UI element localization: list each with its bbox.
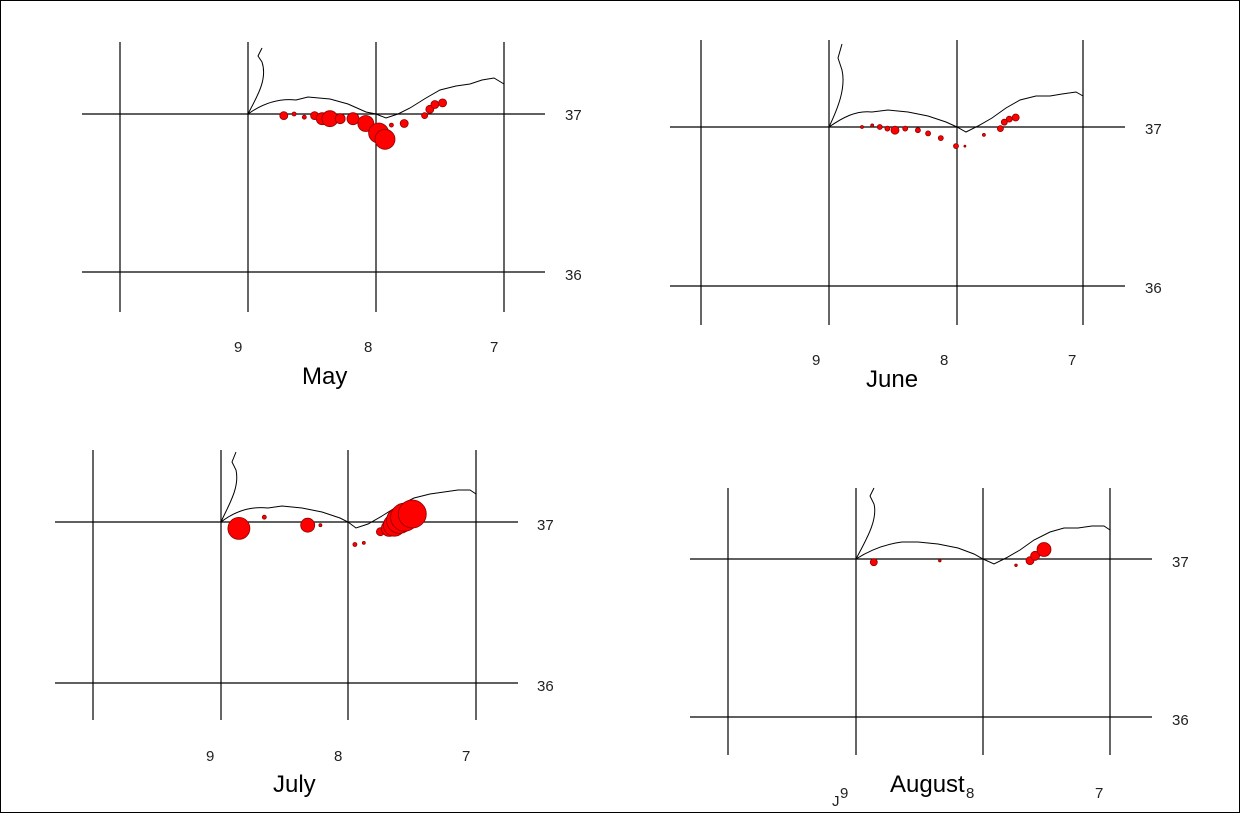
occurrence-point <box>430 100 440 109</box>
panel-august: 37 36 9 8 7 J August <box>690 487 1189 810</box>
panel-july: 37 36 9 8 7 July <box>55 450 554 798</box>
occurrence-points <box>860 113 1020 150</box>
occurrence-point <box>1000 118 1008 126</box>
graticule <box>670 40 1125 325</box>
occurrence-point <box>388 122 394 128</box>
occurrence-point <box>279 111 289 120</box>
graticule <box>82 42 545 312</box>
occurrence-point <box>227 517 251 540</box>
lon-label-9: 9 <box>206 748 214 765</box>
lat-label-36: 36 <box>1145 280 1162 297</box>
month-title: May <box>302 363 347 390</box>
panel-june: 37 36 9 8 7 June <box>670 40 1162 393</box>
occurrence-point <box>301 114 307 120</box>
occurrence-point <box>869 558 878 567</box>
occurrence-point <box>1036 542 1052 557</box>
occurrence-point <box>374 128 396 150</box>
occurrence-point <box>1005 115 1013 123</box>
occurrence-point <box>963 144 967 148</box>
occurrence-points <box>279 98 448 150</box>
occurrence-point <box>346 112 360 126</box>
occurrence-point <box>938 558 942 563</box>
lon-label-7: 7 <box>462 748 470 765</box>
lat-label-36: 36 <box>1172 712 1189 729</box>
occurrence-point <box>982 132 986 137</box>
occurrence-point <box>421 112 429 119</box>
occurrence-point <box>300 517 316 533</box>
lon-label-7: 7 <box>1095 785 1103 802</box>
occurrence-point <box>1030 550 1040 561</box>
graticule <box>55 450 518 720</box>
lon-label-8: 8 <box>940 352 948 369</box>
occurrence-point <box>1011 113 1020 122</box>
occurrence-point <box>399 119 409 128</box>
lat-label-37: 37 <box>565 107 582 124</box>
occurrence-point <box>291 111 297 117</box>
occurrence-point <box>397 499 427 529</box>
panel-may: 37 36 9 8 7 May <box>82 42 582 390</box>
occurrence-point <box>953 143 959 150</box>
coastline <box>855 487 1111 565</box>
occurrence-point <box>318 523 323 528</box>
occurrence-point <box>261 514 267 520</box>
month-title: June <box>866 366 918 393</box>
occurrence-point <box>925 130 931 137</box>
occurrence-point <box>902 125 909 132</box>
lat-label-36: 36 <box>565 267 582 284</box>
lon-label-7: 7 <box>1068 352 1076 369</box>
occurrence-point <box>915 127 921 134</box>
lon-label-8: 8 <box>364 339 372 356</box>
lon-label-8: 8 <box>334 748 342 765</box>
lat-label-37: 37 <box>1172 554 1189 571</box>
occurrence-points <box>869 542 1052 567</box>
occurrence-point <box>860 125 864 129</box>
lat-label-36: 36 <box>537 678 554 695</box>
month-title: August <box>890 771 965 798</box>
stray-label: J <box>832 793 840 810</box>
occurrence-points <box>227 499 427 547</box>
lon-label-9: 9 <box>840 785 848 802</box>
coastline <box>220 451 477 529</box>
occurrence-point <box>937 135 944 142</box>
lat-label-37: 37 <box>1145 121 1162 138</box>
occurrence-point <box>438 98 448 108</box>
occurrence-point <box>997 125 1004 133</box>
occurrence-point <box>876 124 883 130</box>
month-title: July <box>273 771 316 798</box>
occurrence-point <box>352 542 358 547</box>
lat-label-37: 37 <box>537 517 554 534</box>
occurrence-point <box>870 123 875 128</box>
lon-label-8: 8 <box>966 785 974 802</box>
coastline <box>828 43 1084 133</box>
occurrence-point <box>890 125 900 135</box>
occurrence-point <box>334 113 346 125</box>
lon-label-7: 7 <box>490 339 498 356</box>
lon-label-9: 9 <box>234 339 242 356</box>
occurrence-point <box>884 125 891 132</box>
coastline <box>247 47 505 119</box>
occurrence-point <box>1014 563 1018 567</box>
graticule <box>690 488 1152 755</box>
lon-label-9: 9 <box>812 352 820 369</box>
occurrence-point <box>361 541 366 545</box>
